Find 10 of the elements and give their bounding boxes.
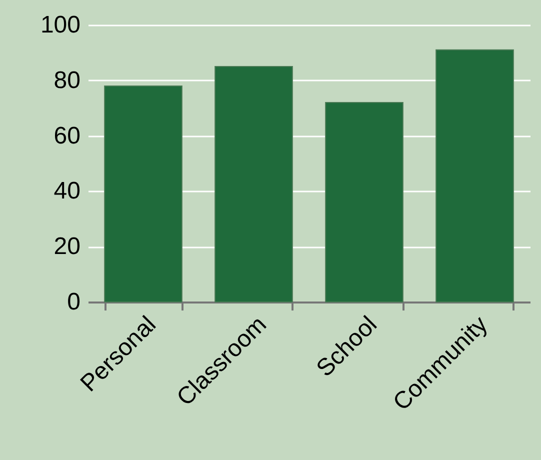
bar [214, 66, 293, 302]
y-tick-label: 40 [54, 178, 80, 205]
y-tick-label: 80 [54, 66, 80, 94]
y-tick-label: 60 [54, 122, 80, 150]
y-tick-label: 0 [67, 288, 80, 316]
bar [325, 102, 404, 302]
bar [436, 49, 514, 302]
y-tick-label: 20 [54, 233, 80, 260]
y-tick-label: 100 [40, 12, 80, 38]
bar [104, 85, 182, 302]
